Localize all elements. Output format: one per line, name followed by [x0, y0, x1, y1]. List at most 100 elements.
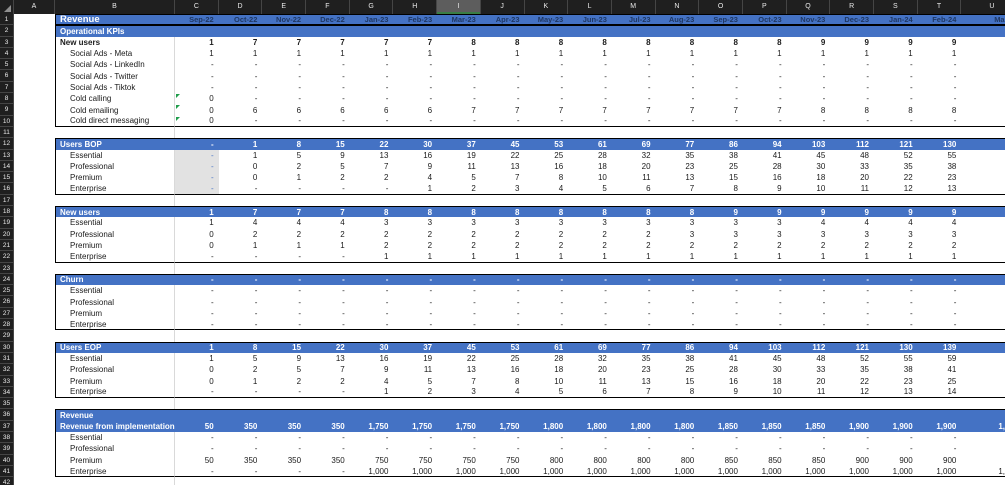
cell-R35[interactable]	[830, 398, 874, 409]
cell-H26[interactable]: -	[429, 297, 433, 307]
cell-S21[interactable]: 2	[908, 241, 913, 251]
cell-F27[interactable]: -	[342, 308, 345, 318]
cell-Q18[interactable]: 9	[786, 206, 831, 218]
cell-E41[interactable]: -	[262, 466, 307, 478]
cell-G6[interactable]: -	[385, 71, 389, 81]
cell-U22[interactable]	[961, 251, 1005, 263]
cell-J8[interactable]: -	[516, 94, 520, 104]
cell-E37[interactable]: 350	[262, 420, 307, 432]
cell-M41[interactable]: 1,000	[611, 466, 656, 478]
cell-Q31[interactable]: 48	[816, 354, 826, 364]
column-header-Q[interactable]: Q	[786, 0, 831, 14]
cell-L19[interactable]: 3	[602, 218, 607, 228]
cell-F23[interactable]	[306, 263, 350, 274]
cell-A17[interactable]	[14, 194, 55, 207]
cell-F30[interactable]: 22	[306, 341, 350, 353]
row-header-30[interactable]: 30	[0, 341, 14, 353]
cell-K32[interactable]: 18	[554, 365, 564, 375]
cell-B15[interactable]: Premium	[55, 172, 175, 184]
cell-H17[interactable]	[393, 195, 437, 206]
cell-T15[interactable]: 23	[947, 173, 957, 183]
cell-O20[interactable]: 3	[733, 229, 738, 239]
cell-B14[interactable]: Professional	[55, 160, 175, 173]
cell-L22[interactable]: 1	[568, 251, 612, 263]
cell-P3[interactable]: 8	[777, 37, 782, 47]
cell-S7[interactable]: -	[910, 82, 913, 92]
cell-C24[interactable]: -	[175, 273, 219, 286]
cell-A19[interactable]	[14, 217, 55, 229]
cell-A3[interactable]	[14, 36, 55, 48]
cell-B18[interactable]: New users	[55, 206, 175, 218]
cell-R23[interactable]	[830, 263, 874, 274]
cell-E17[interactable]	[262, 195, 306, 206]
cell-G36[interactable]	[349, 409, 394, 421]
month-header-F1[interactable]: Dec-22	[306, 14, 350, 26]
cell-T27[interactable]: -	[953, 308, 957, 318]
cell-C13[interactable]: -	[175, 149, 219, 161]
cell-D30[interactable]: 8	[218, 341, 263, 353]
cell-E40[interactable]: 350	[287, 455, 302, 465]
cell-U27[interactable]	[961, 308, 1005, 319]
cell-P20[interactable]: 3	[777, 229, 782, 239]
row-header-29[interactable]: 29	[0, 330, 14, 342]
column-header-K[interactable]: K	[524, 0, 569, 14]
cell-U9[interactable]	[961, 104, 1005, 115]
cell-T16[interactable]: 13	[917, 183, 962, 195]
cell-B21[interactable]: Premium	[55, 239, 175, 252]
cell-J41[interactable]: 1,000	[480, 466, 525, 478]
cell-A12[interactable]	[14, 138, 55, 150]
column-header-P[interactable]: P	[742, 0, 787, 14]
row-header-27[interactable]: 27	[0, 307, 14, 320]
cell-I18[interactable]: 8	[437, 206, 481, 218]
cell-U15[interactable]	[961, 172, 1005, 183]
cell-T37[interactable]: 1,900	[917, 420, 962, 432]
cell-R38[interactable]: -	[866, 433, 869, 443]
cell-K14[interactable]: 16	[554, 162, 564, 171]
cell-K13[interactable]: 25	[554, 150, 564, 160]
cell-Q41[interactable]: 1,000	[786, 466, 831, 478]
cell-K10[interactable]: -	[524, 116, 569, 127]
cell-R26[interactable]: -	[866, 297, 869, 307]
cell-N35[interactable]	[656, 398, 700, 409]
cell-I6[interactable]: -	[473, 71, 476, 81]
cell-C6[interactable]: -	[211, 71, 214, 81]
cell-D11[interactable]	[219, 127, 263, 138]
cell-E4[interactable]: 1	[296, 49, 302, 59]
cell-S2[interactable]	[874, 25, 918, 37]
cell-A39[interactable]	[14, 443, 55, 455]
cell-E2[interactable]	[262, 25, 307, 37]
cell-U13[interactable]	[961, 150, 1005, 161]
cell-G30[interactable]: 30	[349, 341, 394, 353]
cell-P4[interactable]: 1	[777, 49, 782, 59]
cell-D31[interactable]: 5	[252, 354, 258, 364]
cell-T30[interactable]: 139	[917, 341, 962, 353]
cell-Q38[interactable]: -	[822, 433, 826, 443]
cell-H16[interactable]: 1	[393, 183, 438, 195]
cell-A41[interactable]	[14, 465, 55, 478]
cell-P5[interactable]: -	[778, 60, 782, 70]
cell-B38[interactable]: Essential	[55, 431, 175, 444]
cell-I40[interactable]: 750	[462, 455, 476, 465]
cell-N31[interactable]: 38	[685, 354, 695, 364]
cell-S33[interactable]: 23	[903, 376, 913, 386]
cell-G15[interactable]: 2	[383, 173, 389, 183]
cell-C2[interactable]	[175, 25, 219, 37]
cell-D24[interactable]: -	[218, 273, 263, 286]
cell-Q26[interactable]: -	[822, 297, 826, 307]
cell-G25[interactable]: -	[385, 286, 389, 296]
cell-P7[interactable]: -	[778, 82, 782, 92]
cell-F4[interactable]: 1	[340, 49, 345, 59]
row-header-26[interactable]: 26	[0, 296, 14, 308]
cell-S31[interactable]: 55	[903, 354, 913, 364]
cell-C8[interactable]: 0	[175, 93, 219, 104]
cell-G4[interactable]: 1	[383, 49, 389, 59]
row-header-17[interactable]: 17	[0, 194, 14, 207]
cell-N26[interactable]: -	[691, 297, 695, 307]
cell-K5[interactable]: -	[560, 60, 564, 70]
cell-T29[interactable]	[918, 330, 962, 341]
cell-B23[interactable]	[55, 262, 175, 274]
cell-L35[interactable]	[568, 398, 612, 409]
cell-I17[interactable]	[437, 195, 481, 206]
cell-U28[interactable]	[961, 319, 1005, 331]
cell-B37[interactable]: Revenue from implementation	[55, 420, 175, 432]
